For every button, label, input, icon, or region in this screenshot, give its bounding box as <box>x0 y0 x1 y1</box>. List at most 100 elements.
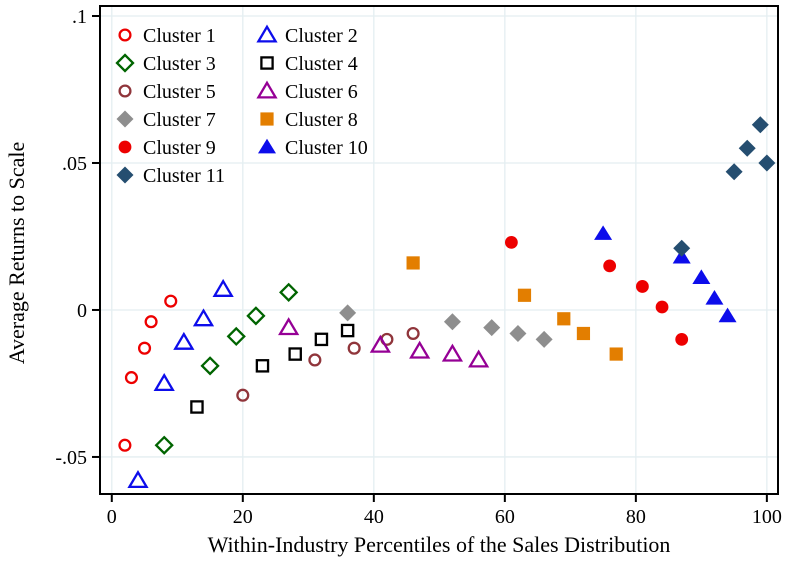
solid-triangle-marker <box>594 225 613 240</box>
x-tick-label: 20 <box>233 506 253 528</box>
legend-item-cluster-8: Cluster 8 <box>260 109 358 131</box>
hollow-diamond-marker <box>246 306 266 326</box>
data-points <box>118 116 776 489</box>
legend-item-cluster-6: Cluster 6 <box>256 80 358 103</box>
solid-circle-marker <box>636 280 649 293</box>
series-cluster-2 <box>127 278 234 489</box>
y-tick-label: .05 <box>62 153 87 175</box>
series-cluster-7 <box>339 304 553 348</box>
series-cluster-8 <box>406 256 623 361</box>
legend-label: Cluster 6 <box>285 81 358 103</box>
hollow-triangle-marker <box>369 334 391 353</box>
x-axis-title: Within-Industry Percentiles of the Sales… <box>208 532 671 557</box>
legend-circle-icon <box>118 84 132 98</box>
hollow-diamond-marker <box>200 356 220 376</box>
hollow-circle-marker <box>118 438 132 452</box>
legend-item-cluster-2: Cluster 2 <box>256 24 358 47</box>
y-tick-label: .1 <box>72 6 87 28</box>
solid-diamond-marker <box>509 324 527 342</box>
hollow-triangle-marker <box>127 470 149 489</box>
series-cluster-1 <box>118 294 178 452</box>
legend-item-cluster-4: Cluster 4 <box>260 53 358 75</box>
solid-diamond-marker <box>483 319 501 337</box>
legend-item-cluster-1: Cluster 1 <box>118 25 216 47</box>
legend-triangle-icon <box>258 138 276 154</box>
legend-diamond-icon <box>115 53 135 73</box>
hollow-triangle-marker <box>441 343 464 362</box>
solid-diamond-marker <box>758 154 776 172</box>
hollow-circle-marker <box>347 341 361 355</box>
solid-diamond-marker <box>738 139 756 157</box>
legend-item-cluster-11: Cluster 11 <box>116 165 225 187</box>
hollow-square-marker <box>255 359 270 373</box>
axes: 0 20 40 60 80 100 .1 .05 0 -.05 <box>55 5 782 528</box>
solid-triangle-marker <box>692 269 711 285</box>
solid-triangle-marker <box>718 307 737 323</box>
legend-label: Cluster 8 <box>285 109 358 131</box>
hollow-circle-marker <box>406 326 420 341</box>
hollow-diamond-marker <box>154 435 174 455</box>
x-tick-label: 60 <box>495 506 515 528</box>
solid-square-marker <box>517 288 532 302</box>
hollow-circle-marker <box>308 353 322 367</box>
x-tick-label: 0 <box>107 506 117 528</box>
hollow-triangle-marker <box>278 317 300 336</box>
legend-label: Cluster 11 <box>143 165 225 187</box>
hollow-circle-marker <box>164 294 178 308</box>
solid-diamond-marker <box>673 239 691 257</box>
hollow-diamond-marker <box>226 326 246 347</box>
hollow-square-marker <box>288 347 302 361</box>
legend-item-cluster-3: Cluster 3 <box>115 53 216 75</box>
x-tick-label: 100 <box>752 506 782 528</box>
solid-circle-marker <box>675 332 689 346</box>
hollow-square-marker <box>314 332 329 347</box>
solid-square-marker <box>609 347 623 361</box>
legend-square-icon <box>260 56 274 70</box>
solid-circle-marker <box>504 235 518 249</box>
solid-diamond-marker <box>725 163 743 181</box>
series-cluster-4 <box>190 323 355 414</box>
plot-border <box>99 5 779 495</box>
series-cluster-11 <box>673 116 776 257</box>
x-tick-label: 40 <box>364 506 384 528</box>
legend-label: Cluster 10 <box>285 137 368 159</box>
y-tick-label: -.05 <box>55 447 87 469</box>
hollow-triangle-marker <box>192 308 215 327</box>
legend-triangle-icon <box>256 24 278 43</box>
hollow-circle-marker <box>144 315 158 329</box>
legend-item-cluster-9: Cluster 9 <box>118 137 216 159</box>
solid-diamond-marker <box>535 330 553 348</box>
legend-label: Cluster 2 <box>285 25 358 47</box>
hollow-circle-marker <box>236 388 250 402</box>
x-tick-label: 80 <box>626 506 646 528</box>
series-cluster-10 <box>594 225 737 323</box>
hollow-triangle-marker <box>173 331 195 350</box>
legend-label: Cluster 7 <box>143 109 216 131</box>
y-tick-label: 0 <box>77 300 87 322</box>
legend-item-cluster-5: Cluster 5 <box>118 81 216 103</box>
legend-circle-icon <box>118 28 132 42</box>
solid-square-marker <box>557 312 571 326</box>
solid-diamond-marker <box>443 313 461 331</box>
hollow-triangle-marker <box>468 349 490 368</box>
solid-triangle-marker <box>705 290 724 305</box>
series-cluster-6 <box>278 317 490 368</box>
hollow-diamond-marker <box>279 282 299 302</box>
series-cluster-5 <box>236 326 420 402</box>
hollow-square-marker <box>190 400 204 414</box>
legend-label: Cluster 9 <box>143 137 216 159</box>
solid-circle-marker <box>603 259 617 273</box>
legend-label: Cluster 3 <box>143 53 216 75</box>
hollow-triangle-marker <box>153 372 175 392</box>
legend-label: Cluster 1 <box>143 25 216 47</box>
hollow-triangle-marker <box>212 278 234 297</box>
solid-circle-marker <box>655 300 669 314</box>
legend-item-cluster-10: Cluster 10 <box>258 137 368 159</box>
hollow-square-marker <box>340 323 355 338</box>
y-axis-title: Average Returns to Scale <box>4 142 29 365</box>
hollow-circle-marker <box>124 371 138 385</box>
solid-square-marker <box>406 256 420 270</box>
solid-diamond-marker <box>751 116 769 134</box>
